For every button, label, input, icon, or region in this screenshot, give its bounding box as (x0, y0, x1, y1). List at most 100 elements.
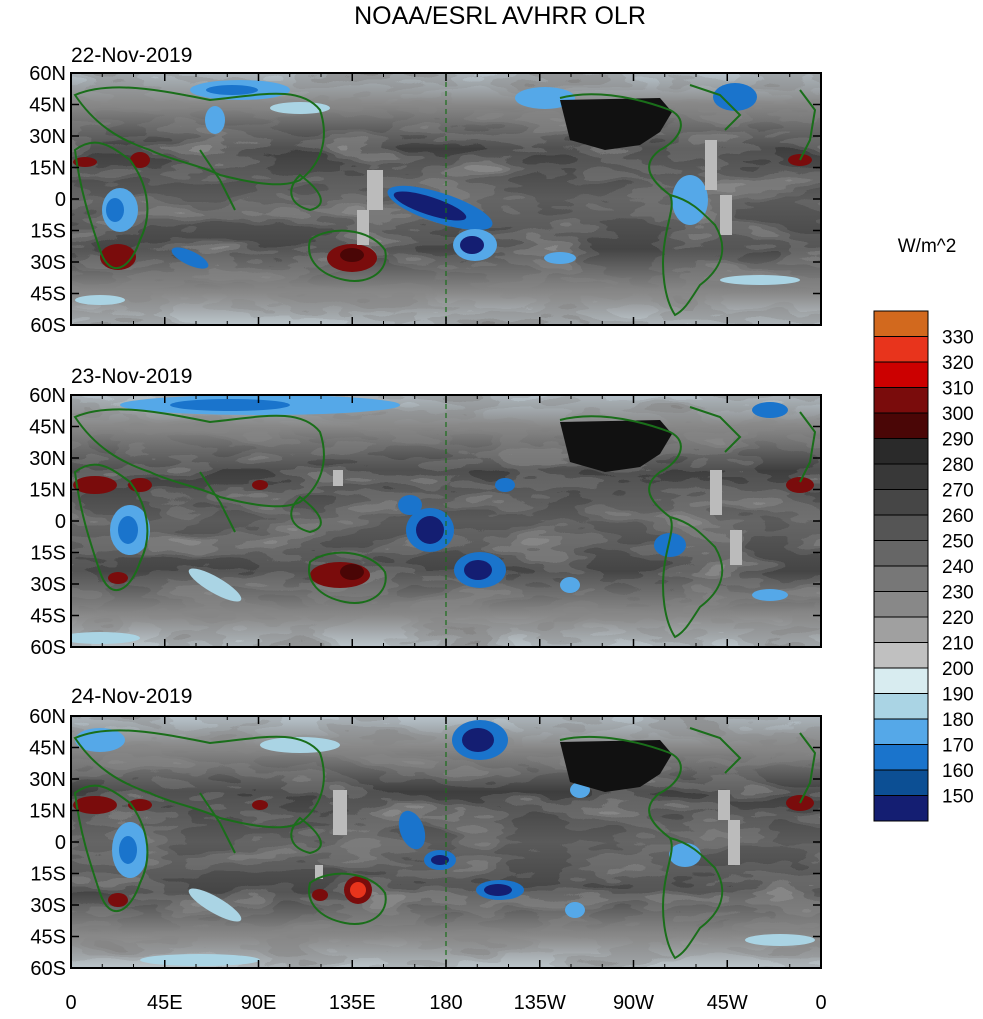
lat-label: 0 (55, 189, 66, 211)
panel-3-high-olr-red (73, 795, 814, 907)
colorbar-label: 320 (942, 353, 974, 374)
colorbar-label: 260 (942, 506, 974, 527)
panel-2-coastlines (73, 406, 817, 639)
lon-label: 135E (329, 992, 376, 1014)
panel-1: 22-Nov-2019 (29, 44, 822, 337)
lon-label: 0 (815, 992, 826, 1014)
colorbar-label: 330 (942, 328, 974, 349)
longitude-labels: 0 45E 90E 135E 180 135W 90W 45W 0 (65, 992, 826, 1014)
panel-1-coastlines (73, 84, 817, 317)
lat-label: 30N (29, 126, 66, 148)
lat-label: 60S (30, 958, 66, 980)
lat-label: 15N (29, 158, 66, 180)
colorbar-swatch (873, 336, 929, 363)
lat-label: 60S (30, 315, 66, 337)
colorbar-swatch (873, 310, 929, 337)
colorbar-label: 210 (942, 634, 974, 655)
colorbar-label: 290 (942, 430, 974, 451)
panel-3-date: 24-Nov-2019 (71, 685, 192, 708)
panel-2-missing-data (333, 470, 742, 565)
colorbar-swatch (873, 769, 929, 796)
colorbar-swatch (873, 489, 929, 516)
colorbar-label: 180 (942, 710, 974, 731)
lat-label: 45S (30, 606, 66, 628)
colorbar-swatch (873, 718, 929, 745)
lon-label: 135W (514, 992, 566, 1014)
lat-label: 45N (29, 95, 66, 117)
colorbar-label: 280 (942, 455, 974, 476)
lon-label: 45E (147, 992, 183, 1014)
colorbar-swatch (873, 438, 929, 465)
lon-label: 0 (65, 992, 76, 1014)
lat-label: 45S (30, 927, 66, 949)
panel-2-high-olr-red (73, 476, 814, 588)
colorbar-swatch (873, 387, 929, 414)
lat-label: 0 (55, 832, 66, 854)
panel-1-lat-labels: 60N 45N 30N 15N 0 15S 30S 45S 60S (29, 63, 66, 337)
lat-label: 45N (29, 738, 66, 760)
lat-label: 30N (29, 769, 66, 791)
lon-label: 90W (613, 992, 654, 1014)
lat-label: 30S (30, 574, 66, 596)
panel-3-ticks (70, 715, 822, 969)
lat-label: 30N (29, 448, 66, 470)
panel-2-us-black (560, 420, 672, 472)
colorbar-label: 240 (942, 557, 974, 578)
panel-3-coastlines (73, 727, 817, 960)
colorbar-label: 150 (942, 787, 974, 808)
panel-2-map (71, 395, 821, 647)
lat-label: 15N (29, 801, 66, 823)
colorbar-swatch (873, 744, 929, 771)
panel-2-low-olr-blue (71, 395, 788, 644)
panel-2-date: 23-Nov-2019 (71, 365, 192, 388)
lat-label: 30S (30, 895, 66, 917)
panel-2-ticks (70, 394, 822, 648)
colorbar-label: 220 (942, 608, 974, 629)
lon-label: 45W (707, 992, 748, 1014)
lon-label: 180 (429, 992, 462, 1014)
lat-label: 60N (29, 385, 66, 407)
lat-label: 45N (29, 417, 66, 439)
colorbar-swatch (873, 642, 929, 669)
lat-label: 60S (30, 637, 66, 659)
lat-label: 30S (30, 252, 66, 274)
colorbar-label: 230 (942, 583, 974, 604)
panel-3: 24-Nov-2019 (29, 685, 822, 980)
colorbar-swatch (873, 463, 929, 490)
colorbar: 330 320 310 300 290 280 270 260 250 240 230 220 210 2… (873, 310, 974, 822)
panel-3-low-olr-blue (75, 720, 815, 966)
colorbar-label: 270 (942, 481, 974, 502)
colorbar-label: 250 (942, 532, 974, 553)
colorbar-swatch (873, 412, 929, 439)
figure-title: NOAA/ESRL AVHRR OLR (354, 2, 646, 30)
lat-label: 15S (30, 543, 66, 565)
lat-label: 60N (29, 63, 66, 85)
colorbar-units: W/m^2 (898, 236, 957, 257)
colorbar-label: 200 (942, 659, 974, 680)
colorbar-swatch (873, 591, 929, 618)
colorbar-swatch (873, 693, 929, 720)
colorbar-label: 190 (942, 685, 974, 706)
lat-label: 15N (29, 480, 66, 502)
colorbar-swatch (873, 565, 929, 592)
panel-1-low-olr-blue (75, 80, 800, 305)
panel-3-us-black (560, 740, 672, 792)
lat-label: 0 (55, 511, 66, 533)
panel-1-missing-data (357, 140, 732, 245)
colorbar-swatch (873, 361, 929, 388)
panel-1-date: 22-Nov-2019 (71, 44, 192, 67)
colorbar-label: 170 (942, 736, 974, 757)
colorbar-swatch (873, 667, 929, 694)
lat-label: 15S (30, 864, 66, 886)
colorbar-swatch (873, 514, 929, 541)
lat-label: 15S (30, 221, 66, 243)
colorbar-label: 300 (942, 404, 974, 425)
colorbar-swatch (873, 795, 929, 822)
lon-label: 90E (241, 992, 277, 1014)
lat-label: 60N (29, 706, 66, 728)
panel-1-ticks (70, 72, 822, 326)
lat-label: 45S (30, 284, 66, 306)
panel-3-lat-labels: 60N 45N 30N 15N 0 15S 30S 45S 60S (29, 706, 66, 980)
panel-2-lat-labels: 60N 45N 30N 15N 0 15S 30S 45S 60S (29, 385, 66, 659)
